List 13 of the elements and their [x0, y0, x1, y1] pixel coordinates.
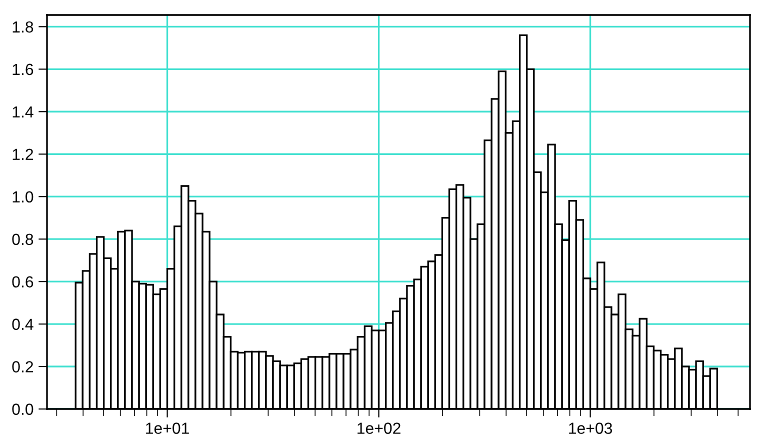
- y-tick-label: 1.4: [12, 106, 34, 118]
- y-tick-label: 1.8: [12, 21, 34, 33]
- y-tick-label: 1.6: [12, 64, 34, 76]
- y-tick-label: 1.0: [12, 191, 34, 203]
- y-tick-label: 0.6: [12, 276, 34, 288]
- y-tick-label: 1.2: [12, 148, 34, 160]
- y-tick-label: 0.2: [12, 361, 34, 372]
- y-tick-label: 0.0: [12, 404, 34, 415]
- x-tick-label: 1e+02: [358, 422, 400, 434]
- y-tick-label: 0.4: [12, 318, 34, 330]
- y-tick-label: 0.8: [12, 234, 34, 246]
- x-tick-label: 1e+03: [569, 422, 612, 434]
- x-tick-label: 1e+01: [146, 422, 189, 434]
